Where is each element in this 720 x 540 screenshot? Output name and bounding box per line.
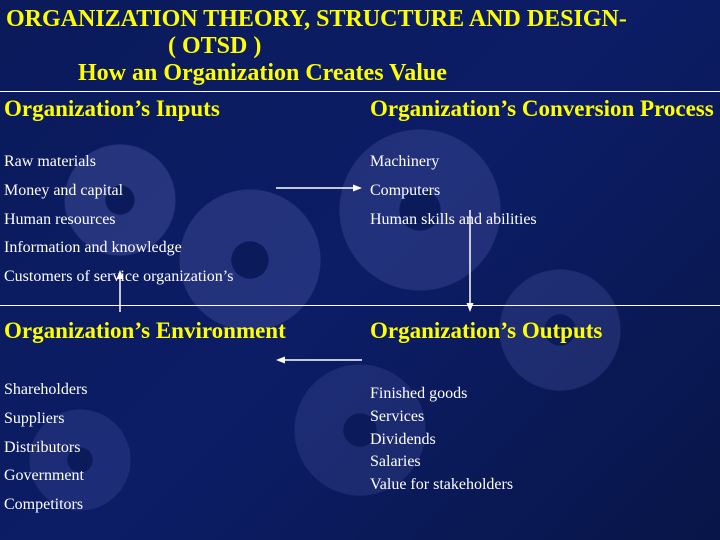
quadrant-outputs: Organization’s Outputs Finished goods Ser…	[370, 318, 602, 494]
inputs-item: Human resources	[4, 212, 233, 229]
outputs-heading: Organization’s Outputs	[370, 318, 602, 344]
environment-item: Distributors	[4, 440, 286, 457]
inputs-item: Customers of service organization’s	[4, 269, 233, 286]
title-block: ORGANIZATION THEORY, STRUCTURE AND DESIG…	[6, 6, 720, 87]
conversion-item: Machinery	[370, 154, 714, 171]
environment-item: Competitors	[4, 497, 286, 514]
slide: ORGANIZATION THEORY, STRUCTURE AND DESIG…	[0, 0, 720, 540]
divider-bottom	[0, 305, 720, 306]
conversion-heading: Organization’s Conversion Process	[370, 96, 714, 122]
quadrant-conversion: Organization’s Conversion Process Machin…	[370, 96, 714, 228]
environment-heading: Organization’s Environment	[4, 318, 286, 344]
environment-item: Suppliers	[4, 411, 286, 428]
quadrant-inputs: Organization’s Inputs Raw materials Money…	[4, 96, 233, 286]
arrow-inputs-to-conversion	[276, 185, 362, 192]
quadrant-environment: Organization’s Environment Shareholders S…	[4, 318, 286, 514]
divider-top	[0, 91, 720, 92]
outputs-item: Dividends	[370, 432, 602, 449]
title-line-3: How an Organization Creates Value	[6, 60, 720, 87]
inputs-heading: Organization’s Inputs	[4, 96, 233, 122]
arrow-outputs-to-environment	[276, 357, 362, 364]
outputs-item: Finished goods	[370, 386, 602, 403]
inputs-item: Information and knowledge	[4, 240, 233, 257]
title-line-1: ORGANIZATION THEORY, STRUCTURE AND DESIG…	[6, 6, 720, 33]
conversion-item: Human skills and abilities	[370, 212, 714, 229]
environment-item: Government	[4, 468, 286, 485]
inputs-item: Money and capital	[4, 183, 233, 200]
title-line-2: ( OTSD )	[6, 33, 720, 60]
inputs-item: Raw materials	[4, 154, 233, 171]
outputs-item: Value for stakeholders	[370, 477, 602, 494]
environment-item: Shareholders	[4, 382, 286, 399]
outputs-item: Services	[370, 409, 602, 426]
conversion-item: Computers	[370, 183, 714, 200]
outputs-item: Salaries	[370, 454, 602, 471]
